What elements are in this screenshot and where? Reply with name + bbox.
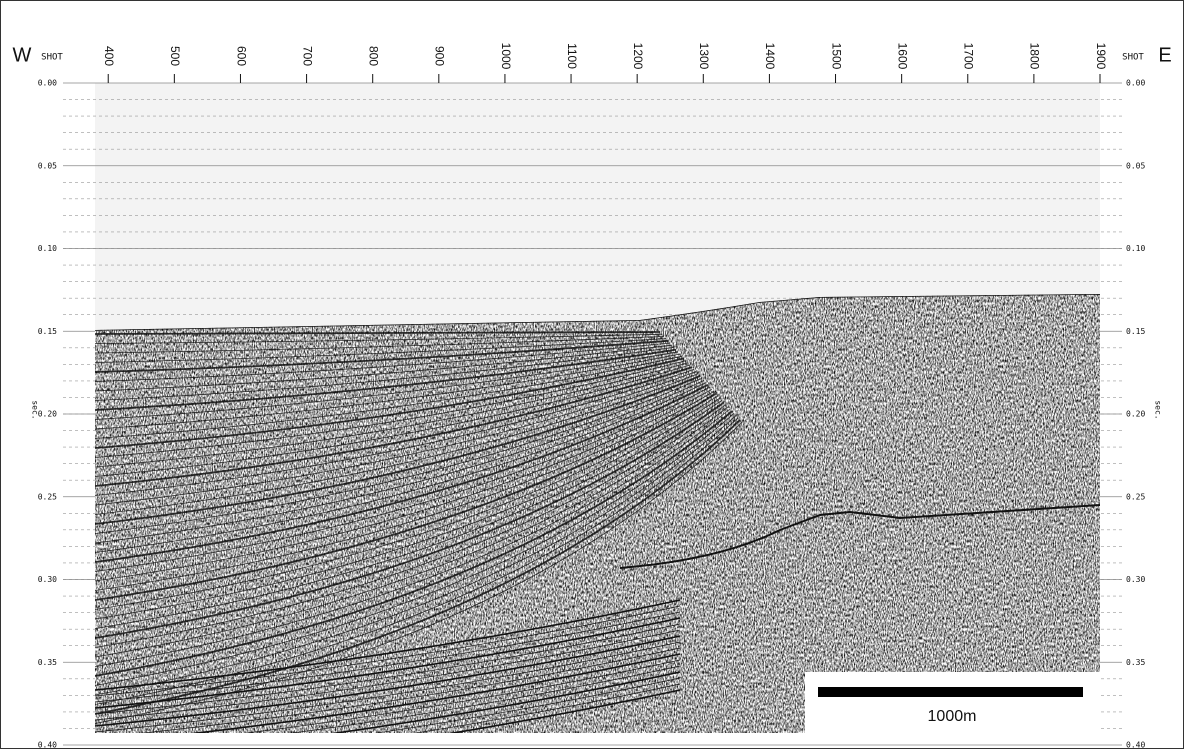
east-label: E	[1158, 44, 1171, 66]
y-tick-label: 0.10	[1126, 244, 1145, 253]
y-tick-label: 0.35	[1126, 658, 1145, 667]
y-tick-label: 0.15	[38, 327, 57, 336]
x-tick-label: 1500	[829, 43, 843, 70]
x-tick-label: 800	[367, 46, 381, 66]
seismic-figure: W SHOT SHOT E sec. sec. 1000m 0.000.000.…	[0, 0, 1184, 749]
y-tick-label: 0.30	[38, 575, 57, 584]
x-tick-label: 500	[168, 46, 182, 66]
y-tick-label: 0.25	[38, 492, 57, 501]
west-label: W	[13, 44, 32, 66]
x-tick-label: 1000	[499, 43, 513, 70]
y-tick-label: 0.35	[38, 658, 57, 667]
x-tick-label: 400	[102, 46, 116, 66]
x-tick-label: 1400	[763, 43, 777, 70]
x-tick-label: 1600	[895, 43, 909, 70]
y-tick-label: 0.00	[1126, 79, 1145, 88]
y-tick-label: 0.10	[38, 244, 57, 253]
shot-label: SHOT	[41, 53, 63, 63]
y-tick-label: 0.15	[1126, 327, 1145, 336]
x-tick-label: 600	[234, 46, 248, 66]
y-tick-label: 0.00	[38, 79, 57, 88]
y-tick-label: 0.05	[1126, 161, 1145, 170]
x-tick-label: 1700	[962, 43, 976, 70]
x-tick-label: 1800	[1028, 43, 1042, 70]
y-tick-label: 0.20	[1126, 410, 1145, 419]
y-tick-label: 0.30	[1126, 575, 1145, 584]
scale-box	[805, 672, 1100, 735]
x-tick-label: 700	[300, 46, 314, 66]
time-label: sec.	[1154, 400, 1163, 419]
y-tick-label: 0.20	[38, 410, 57, 419]
x-tick-label: 1200	[631, 43, 645, 70]
x-tick-label: 900	[433, 46, 447, 66]
y-tick-label: 0.25	[1126, 492, 1145, 501]
x-tick-label: 1900	[1094, 43, 1108, 70]
x-tick-label: 1100	[565, 43, 579, 69]
scale-label: 1000m	[928, 708, 977, 725]
x-tick-label: 1300	[697, 43, 711, 70]
y-tick-label: 0.05	[38, 161, 57, 170]
shot-label: SHOT	[1122, 53, 1144, 63]
y-tick-label: 0.40	[38, 741, 57, 749]
y-tick-label: 0.40	[1126, 741, 1145, 749]
scale-bar	[818, 687, 1083, 697]
